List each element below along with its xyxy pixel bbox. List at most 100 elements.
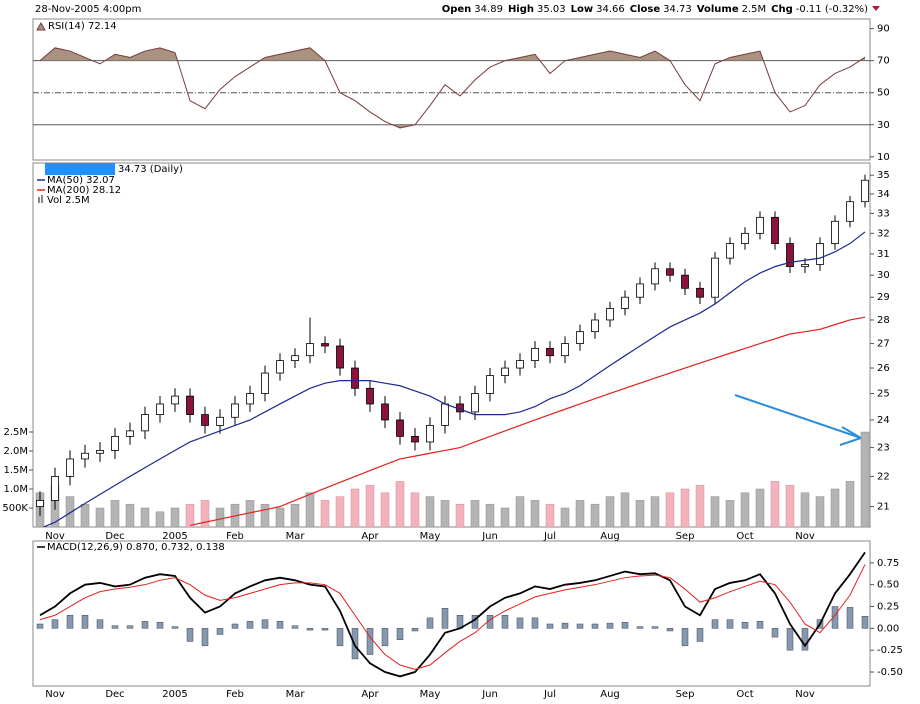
- volume-bar: [665, 492, 675, 527]
- candle-body: [141, 414, 149, 432]
- y-tick-label: 1.5M: [3, 465, 28, 476]
- histogram-bar: [441, 608, 449, 629]
- x-tick-label: Nov: [45, 531, 65, 542]
- y-tick-label: 500K: [2, 503, 28, 514]
- histogram-bar: [711, 619, 719, 629]
- x-tick-label: Apr: [361, 689, 379, 700]
- candle-body: [231, 403, 239, 418]
- price-panel: [32, 162, 871, 528]
- histogram-bar: [411, 628, 419, 632]
- macd-line: [39, 564, 866, 670]
- candle-body: [696, 287, 704, 298]
- legend-label: Vol 2.5M: [47, 195, 90, 206]
- candle-body: [711, 257, 719, 298]
- x-tick-label: Oct: [736, 531, 753, 542]
- candle-body: [66, 458, 74, 477]
- y-tick-label: 1.0M: [3, 484, 28, 495]
- y-tick-label: 0.50: [877, 580, 899, 591]
- volume-bar: [455, 503, 465, 527]
- volume-bar: [755, 488, 765, 527]
- histogram-bar: [396, 628, 404, 640]
- volume-bar: [485, 503, 495, 527]
- candle-body: [381, 403, 389, 421]
- histogram-bar: [696, 628, 704, 642]
- y-tick-label: 29: [877, 292, 890, 303]
- candle-body: [801, 264, 809, 268]
- x-tick-label: 2005: [162, 689, 187, 700]
- x-tick-label: Aug: [600, 531, 620, 542]
- macd-line: [39, 551, 866, 678]
- quote-label: Open: [442, 4, 472, 15]
- y-tick-label: 2.5M: [3, 427, 28, 438]
- candle-body: [261, 372, 269, 394]
- quote: Open 34.89 High 35.03 Low 34.66 Close 34.73 Volu…: [442, 4, 868, 15]
- histogram-bar: [681, 628, 689, 647]
- rsi-overbought-fill: [40, 47, 865, 61]
- candle-body: [726, 243, 734, 259]
- candle-body: [36, 500, 44, 508]
- y-tick-label: 31: [877, 249, 890, 260]
- y-tick-label: 25: [877, 388, 890, 399]
- quote-value: 34.66: [596, 4, 625, 15]
- histogram-bar: [201, 628, 209, 647]
- candle-body: [126, 430, 134, 437]
- volume-bar: [815, 496, 825, 527]
- candle-body: [321, 343, 329, 347]
- volume-bar: [200, 500, 210, 527]
- histogram-bar: [96, 619, 104, 629]
- candle-body: [276, 360, 284, 374]
- y-tick-label: 0.00: [877, 623, 899, 634]
- volume-bar: [140, 507, 150, 527]
- legend-label: MA(50) 32.07: [47, 175, 115, 186]
- y-tick-label: 35: [877, 170, 890, 181]
- volume-bar: [830, 488, 840, 527]
- chart-title: 34.73 (Daily): [118, 164, 183, 175]
- y-tick-label: 10: [877, 152, 890, 163]
- candle-body: [486, 375, 494, 394]
- histogram-bar: [81, 614, 89, 629]
- volume-bar: [305, 492, 315, 527]
- candle-body: [351, 367, 359, 389]
- histogram-bar: [246, 621, 254, 629]
- volume-bar: [80, 503, 90, 527]
- volume-bar: [470, 500, 480, 527]
- histogram-bar: [621, 621, 629, 629]
- y-tick-label: 30: [877, 270, 890, 281]
- volume-bar: [710, 496, 720, 527]
- candle-body: [291, 355, 299, 362]
- histogram-bar: [66, 614, 74, 629]
- x-tick-label: Feb: [226, 531, 244, 542]
- legend-label: MA(200) 28.12: [47, 185, 121, 196]
- redaction-box: [45, 163, 115, 175]
- histogram-bar: [381, 628, 389, 647]
- volume-bar: [605, 496, 615, 527]
- histogram-bar: [531, 617, 539, 629]
- timestamp: 28-Nov-2005 4:00pm: [35, 4, 141, 15]
- candle-body: [411, 435, 419, 443]
- candle-body: [846, 201, 854, 222]
- candle-body: [531, 347, 539, 362]
- candle-body: [771, 216, 779, 244]
- quote-label: High: [508, 4, 534, 15]
- moving-average-line: [42, 231, 866, 527]
- candle-body: [201, 414, 209, 426]
- candle-body: [591, 319, 599, 333]
- volume-bar: [800, 492, 810, 527]
- x-tick-label: Jun: [481, 531, 498, 542]
- volume-bar: [620, 492, 630, 527]
- volume-bar: [785, 484, 795, 527]
- quote-value: 2.5M: [742, 4, 767, 15]
- volume-bar: [380, 492, 390, 527]
- volume-bar: [440, 500, 450, 527]
- histogram-bar: [516, 617, 524, 629]
- volume-bar: [725, 500, 735, 527]
- histogram-bar: [771, 628, 779, 638]
- histogram-bar: [171, 626, 179, 629]
- histogram-bar: [786, 628, 794, 651]
- volume-bar: [590, 503, 600, 527]
- volume-bar: [95, 507, 105, 527]
- volume-bar: [545, 503, 555, 527]
- histogram-bar: [831, 606, 839, 629]
